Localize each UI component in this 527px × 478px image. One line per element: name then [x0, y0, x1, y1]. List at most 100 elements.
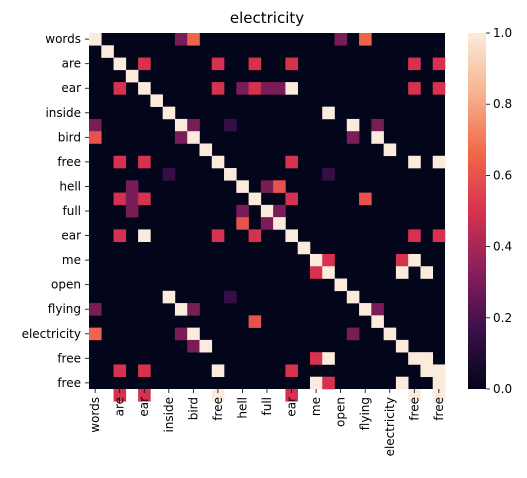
y-tick-label: free [57, 155, 81, 169]
heatmap-cell [420, 364, 434, 378]
heatmap-cell [334, 33, 348, 46]
heatmap-cell [285, 229, 298, 242]
heatmap-cell [224, 118, 237, 132]
heatmap-cell [273, 217, 286, 230]
heatmap-cell [248, 192, 262, 206]
heatmap-cell [187, 303, 200, 316]
heatmap-cell [383, 327, 397, 341]
x-tick-label: free [432, 397, 446, 421]
heatmap-cell [432, 229, 446, 242]
heatmap-cell [174, 118, 188, 132]
heatmap-cell [162, 168, 176, 181]
x-tick-label: me [309, 397, 323, 416]
heatmap-cell [260, 180, 274, 193]
heatmap-cell [309, 376, 323, 390]
heatmap-cell [236, 180, 249, 193]
heatmap-cell [224, 168, 237, 181]
heatmap-cell [113, 389, 127, 402]
heatmap-cell [432, 155, 446, 169]
heatmap-cell [432, 57, 446, 71]
heatmap-cell [260, 204, 274, 218]
heatmap-cell [113, 155, 127, 169]
y-tick-label: hell [59, 179, 81, 193]
heatmap-cell [346, 327, 360, 341]
heatmap-cell [89, 327, 102, 341]
heatmap-cell [285, 192, 298, 206]
heatmap-cell [322, 106, 335, 120]
heatmap-cell [138, 82, 151, 95]
heatmap-cell [89, 33, 102, 46]
heatmap-cell [285, 82, 298, 95]
heatmap-cell [408, 82, 421, 95]
y-tick-label: free [57, 351, 81, 365]
heatmap-cell [359, 33, 372, 46]
colorbar [468, 33, 486, 389]
x-tick-label: are [113, 397, 127, 416]
heatmap-cell [408, 253, 421, 267]
y-tick-label: inside [45, 106, 81, 120]
heatmap-cell [138, 155, 151, 169]
x-tick-label: free [211, 397, 225, 421]
heatmap-cell [371, 118, 384, 132]
x-tick-label: free [407, 397, 421, 421]
heatmap-cell [113, 57, 127, 71]
y-tick-label: are [62, 57, 81, 71]
heatmap-cell [371, 303, 384, 316]
heatmap-cell [420, 352, 434, 365]
heatmap-cell [285, 389, 298, 402]
heatmap-cell [138, 389, 151, 402]
heatmap-cell [187, 339, 200, 353]
x-tick-label: words [88, 397, 102, 433]
x-tick-label: bird [186, 397, 200, 420]
y-tick-label: ear [61, 81, 81, 95]
heatmap-cell [138, 229, 151, 242]
heatmap-cell [89, 303, 102, 316]
y-axis: words are ear inside bird free hell full ear me op… [22, 32, 89, 390]
heatmap-cell [125, 192, 139, 206]
colorbar-tick-label: 0.4 [493, 240, 512, 254]
heatmap-cell [125, 69, 139, 83]
heatmap-cells [89, 33, 446, 402]
heatmap-cell [187, 131, 200, 144]
heatmap-cell [211, 155, 225, 169]
heatmap-cell [408, 229, 421, 242]
heatmap-cell [371, 131, 384, 144]
heatmap-cell [322, 376, 335, 390]
heatmap-cell [211, 229, 225, 242]
heatmap-cell [174, 131, 188, 144]
heatmap-cell [359, 303, 372, 316]
heatmap-cell [395, 376, 409, 390]
heatmap-cell [395, 253, 409, 267]
heatmap-cell [285, 57, 298, 71]
heatmap-cell [236, 82, 249, 95]
heatmap-cell [138, 57, 151, 71]
heatmap-cell [273, 82, 286, 95]
x-tick-label: inside [162, 397, 176, 433]
heatmap-cell [187, 327, 200, 341]
heatmap-cell [408, 57, 421, 71]
heatmap-cell [211, 389, 225, 402]
heatmap-cell [309, 253, 323, 267]
heatmap-cell [285, 155, 298, 169]
heatmap-cell [138, 364, 151, 378]
heatmap-cell [346, 290, 360, 304]
heatmap-cell [322, 352, 335, 365]
heatmap-cell [371, 315, 384, 328]
heatmap-cell [260, 82, 274, 95]
heatmap-cell [273, 180, 286, 193]
y-tick-label: me [62, 253, 81, 267]
colorbar-axis: 0.0 0.2 0.4 0.6 0.8 1.0 [486, 26, 512, 396]
x-tick-label: open [334, 397, 348, 427]
heatmap-cell [395, 266, 409, 279]
heatmap-cell [420, 266, 434, 279]
heatmap-cell [174, 303, 188, 316]
y-tick-label: full [63, 204, 82, 218]
heatmap-cell [432, 376, 446, 390]
heatmap-cell [150, 94, 163, 107]
heatmap-cell [346, 118, 360, 132]
y-tick-label: words [45, 32, 81, 46]
colorbar-tick-label: 1.0 [493, 26, 512, 40]
heatmap-cell [383, 143, 397, 157]
colorbar-tick-label: 0.8 [493, 97, 512, 111]
y-tick-label: flying [48, 302, 81, 316]
